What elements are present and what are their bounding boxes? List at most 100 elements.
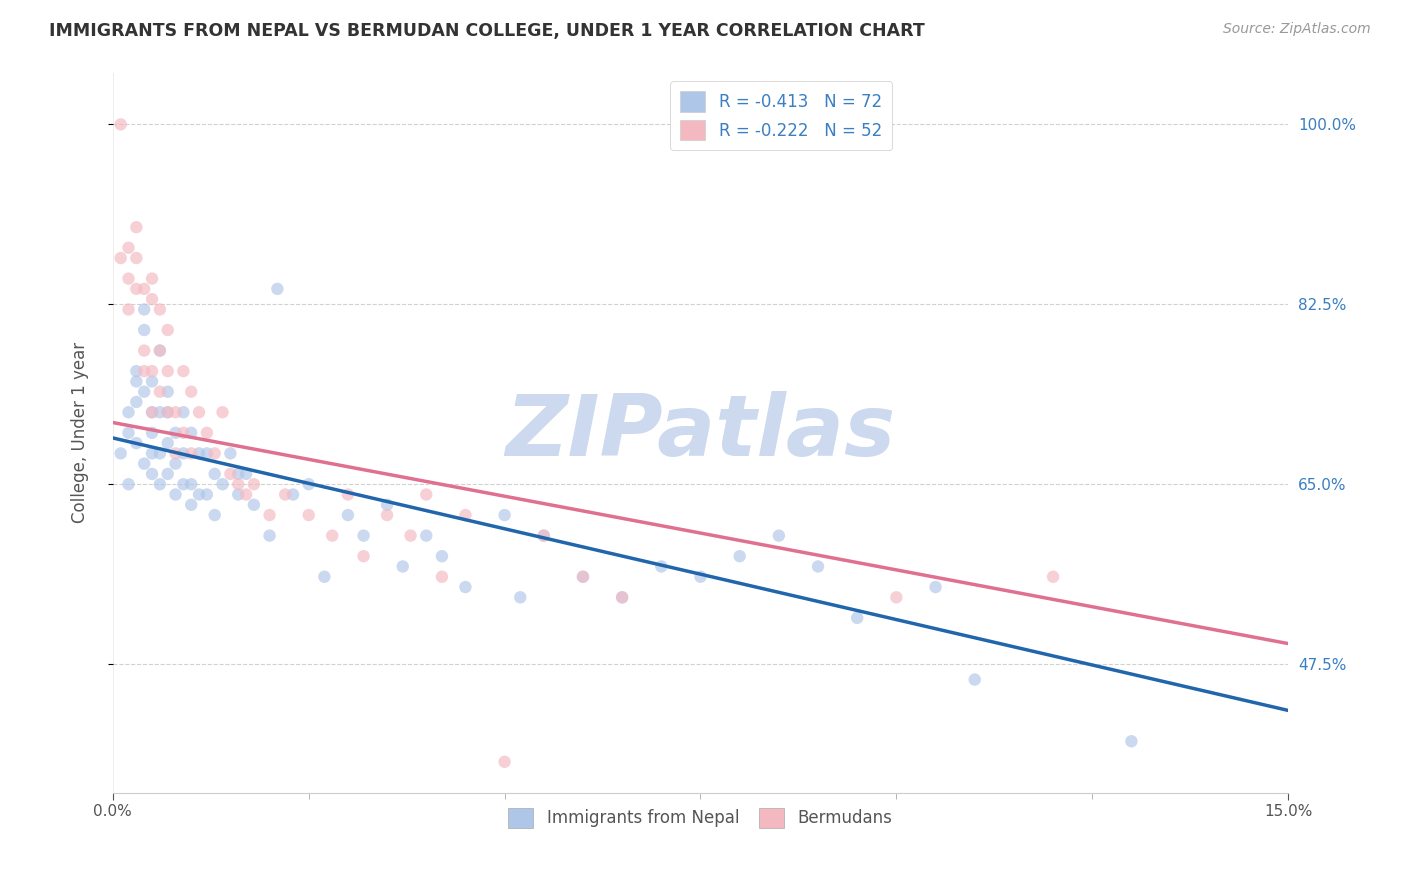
Point: [188, 446, 211, 460]
Point: [266, 282, 288, 296]
Point: [165, 457, 187, 471]
Point: [134, 323, 156, 337]
Point: [125, 220, 148, 235]
Point: [610, 591, 633, 605]
Point: [336, 508, 359, 522]
Text: ZIPatlas: ZIPatlas: [505, 392, 896, 475]
Point: [728, 549, 751, 564]
Point: [454, 580, 477, 594]
Point: [281, 487, 304, 501]
Point: [219, 446, 242, 460]
Point: [149, 343, 172, 358]
Point: [195, 425, 218, 440]
Text: Source: ZipAtlas.com: Source: ZipAtlas.com: [1223, 22, 1371, 37]
Point: [226, 467, 249, 481]
Point: [134, 457, 156, 471]
Point: [141, 364, 163, 378]
Point: [610, 591, 633, 605]
Point: [117, 405, 139, 419]
Point: [314, 570, 336, 584]
Point: [125, 395, 148, 409]
Point: [180, 498, 202, 512]
Point: [110, 251, 132, 265]
Point: [533, 528, 555, 542]
Point: [689, 570, 711, 584]
Point: [156, 405, 179, 419]
Point: [149, 477, 172, 491]
Point: [195, 487, 218, 501]
Point: [274, 487, 297, 501]
Point: [375, 498, 398, 512]
Legend: Immigrants from Nepal, Bermudans: Immigrants from Nepal, Bermudans: [502, 801, 900, 835]
Point: [353, 528, 375, 542]
Point: [165, 487, 187, 501]
Point: [572, 570, 595, 584]
Point: [259, 508, 281, 522]
Point: [110, 446, 132, 460]
Point: [243, 477, 266, 491]
Point: [336, 487, 359, 501]
Point: [321, 528, 343, 542]
Point: [117, 271, 139, 285]
Point: [141, 292, 163, 306]
Point: [226, 487, 249, 501]
Y-axis label: College, Under 1 year: College, Under 1 year: [72, 343, 89, 524]
Point: [768, 528, 790, 542]
Point: [141, 375, 163, 389]
Point: [172, 477, 194, 491]
Point: [149, 405, 172, 419]
Point: [125, 375, 148, 389]
Point: [172, 405, 194, 419]
Point: [125, 282, 148, 296]
Point: [430, 570, 453, 584]
Point: [117, 425, 139, 440]
Text: IMMIGRANTS FROM NEPAL VS BERMUDAN COLLEGE, UNDER 1 YEAR CORRELATION CHART: IMMIGRANTS FROM NEPAL VS BERMUDAN COLLEG…: [49, 22, 925, 40]
Point: [180, 425, 202, 440]
Point: [125, 436, 148, 450]
Point: [846, 611, 869, 625]
Point: [165, 425, 187, 440]
Point: [134, 282, 156, 296]
Point: [219, 467, 242, 481]
Point: [509, 591, 531, 605]
Point: [141, 425, 163, 440]
Point: [188, 405, 211, 419]
Point: [204, 467, 226, 481]
Point: [204, 508, 226, 522]
Point: [533, 528, 555, 542]
Point: [156, 323, 179, 337]
Point: [454, 508, 477, 522]
Point: [195, 446, 218, 460]
Point: [650, 559, 672, 574]
Point: [117, 302, 139, 317]
Point: [156, 405, 179, 419]
Point: [211, 405, 233, 419]
Point: [572, 570, 595, 584]
Point: [807, 559, 830, 574]
Point: [156, 384, 179, 399]
Point: [172, 425, 194, 440]
Point: [156, 467, 179, 481]
Point: [226, 477, 249, 491]
Point: [430, 549, 453, 564]
Point: [924, 580, 946, 594]
Point: [211, 477, 233, 491]
Point: [415, 528, 437, 542]
Point: [399, 528, 422, 542]
Point: [494, 755, 516, 769]
Point: [298, 477, 321, 491]
Point: [149, 446, 172, 460]
Point: [141, 271, 163, 285]
Point: [134, 384, 156, 399]
Point: [141, 467, 163, 481]
Point: [1042, 570, 1064, 584]
Point: [235, 467, 257, 481]
Point: [494, 508, 516, 522]
Point: [963, 673, 986, 687]
Point: [134, 302, 156, 317]
Point: [149, 384, 172, 399]
Point: [165, 446, 187, 460]
Point: [156, 436, 179, 450]
Point: [1121, 734, 1143, 748]
Point: [298, 508, 321, 522]
